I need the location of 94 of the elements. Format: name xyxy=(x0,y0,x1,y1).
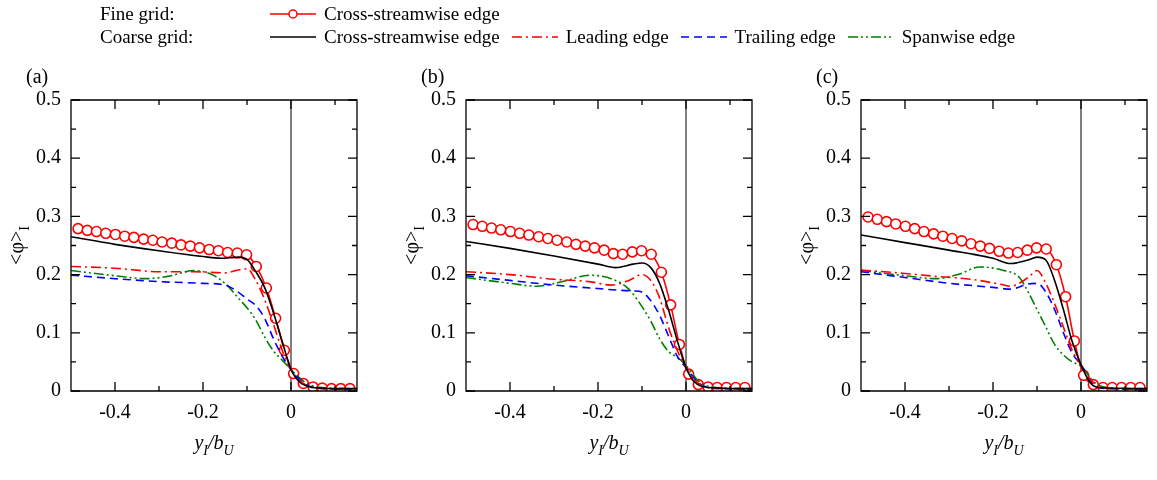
point xyxy=(570,238,582,251)
point xyxy=(965,237,977,250)
y-tick-label: 0.1 xyxy=(36,320,61,343)
point xyxy=(635,244,648,257)
point xyxy=(560,236,573,248)
point xyxy=(1002,247,1015,259)
point xyxy=(467,218,479,231)
y-tick-label: 0.3 xyxy=(826,203,851,226)
chart-title: (a) xyxy=(26,65,49,89)
y-tick-label: 0.3 xyxy=(36,203,61,226)
point xyxy=(626,246,639,258)
y-tick-label: 0.2 xyxy=(36,261,61,284)
point xyxy=(880,215,893,228)
point xyxy=(927,228,940,240)
point xyxy=(485,222,498,234)
y-tick-label: 0.5 xyxy=(431,87,456,110)
point xyxy=(1021,244,1034,256)
y-tick-label: 0 xyxy=(841,378,851,401)
chart-title: (c) xyxy=(816,65,839,89)
point xyxy=(645,248,658,261)
y-tick-label: 0.4 xyxy=(431,145,456,168)
point xyxy=(542,232,554,245)
y-tick-label: 0 xyxy=(51,378,61,401)
y-tick-label: 0.4 xyxy=(826,145,851,168)
point xyxy=(1011,246,1024,259)
point xyxy=(918,225,930,238)
x-tick-label: -0.4 xyxy=(889,400,921,423)
point xyxy=(937,230,949,242)
chart-title: (b) xyxy=(421,65,445,89)
point xyxy=(156,236,168,248)
x-tick-label: 0 xyxy=(1076,400,1086,423)
point xyxy=(1050,258,1063,271)
point xyxy=(81,224,94,237)
point xyxy=(955,235,968,247)
point xyxy=(99,227,112,240)
point xyxy=(240,249,253,261)
legend-label: Cross-streamwise edge xyxy=(324,2,500,25)
point xyxy=(908,222,921,235)
y-tick-label: 0.1 xyxy=(826,320,851,343)
point xyxy=(993,245,1005,258)
y-axis-title: <φ>I xyxy=(795,225,822,265)
y-tick-label: 0.4 xyxy=(36,145,61,168)
point xyxy=(871,213,884,226)
point xyxy=(523,229,535,241)
text: Coarse grid: xyxy=(100,25,195,48)
y-tick-label: 0 xyxy=(446,378,456,401)
point xyxy=(616,248,629,261)
point xyxy=(137,233,150,245)
point xyxy=(513,227,526,240)
y-tick-label: 0.2 xyxy=(826,261,851,284)
legend-label: Cross-streamwise edge xyxy=(324,25,500,48)
point xyxy=(147,234,159,247)
y-tick-label: 0.3 xyxy=(431,203,456,226)
y-tick-label: 0.1 xyxy=(431,320,456,343)
point xyxy=(579,240,592,252)
point xyxy=(494,223,507,236)
point xyxy=(118,230,131,242)
y-tick-label: 0.5 xyxy=(826,87,851,110)
legend-label: Spanwise edge xyxy=(901,25,1016,48)
point xyxy=(983,242,996,255)
point xyxy=(532,230,545,243)
point xyxy=(974,240,987,252)
point xyxy=(889,218,902,230)
point xyxy=(72,222,84,235)
x-tick-label: 0 xyxy=(681,400,691,423)
y-tick-label: 0.2 xyxy=(431,261,456,284)
point xyxy=(946,232,958,245)
point xyxy=(128,231,140,244)
text: Fine grid: xyxy=(100,2,176,25)
y-axis-title: <φ>I xyxy=(400,225,427,265)
point xyxy=(203,243,215,256)
point xyxy=(1030,242,1043,254)
point xyxy=(1059,290,1072,303)
x-tick-label: -0.2 xyxy=(187,400,219,423)
x-tick-label: 0 xyxy=(286,400,296,423)
point xyxy=(655,266,668,279)
point xyxy=(193,242,206,254)
y-tick-label: 0.5 xyxy=(36,87,61,110)
point xyxy=(551,234,563,247)
x-tick-label: -0.4 xyxy=(494,400,526,423)
point xyxy=(184,240,197,252)
point xyxy=(598,244,610,256)
point xyxy=(175,239,187,251)
x-tick-label: -0.2 xyxy=(977,400,1009,423)
point xyxy=(212,244,225,257)
point xyxy=(899,220,912,233)
x-tick-label: -0.4 xyxy=(99,400,131,423)
x-tick-label: -0.2 xyxy=(582,400,614,423)
y-axis-title: <φ>I xyxy=(5,225,32,265)
point xyxy=(588,242,601,254)
point xyxy=(165,237,178,249)
point xyxy=(1040,243,1053,255)
legend-label: Trailing edge xyxy=(734,25,836,48)
legend-label: Leading edge xyxy=(565,25,669,48)
